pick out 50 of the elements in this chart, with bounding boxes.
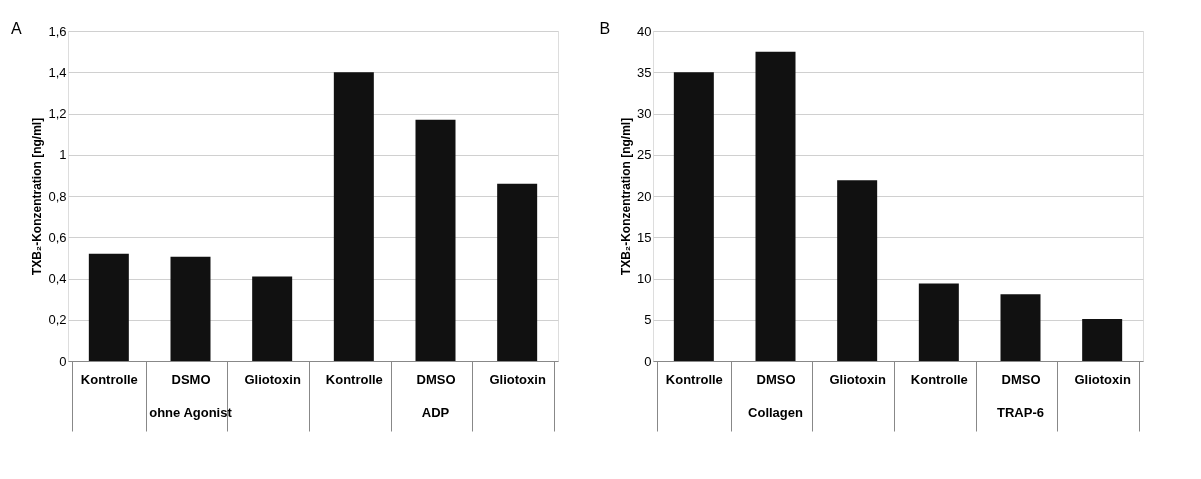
y-axis-title: TXB₂-Konzentration [ng/ml]: [619, 117, 634, 276]
bar: [1000, 294, 1041, 361]
y-tick-label: 10: [637, 271, 652, 286]
y-tick-label: 40: [637, 23, 652, 39]
x-tick-label: Kontrolle: [325, 371, 383, 387]
x-tick-label: DMSO: [416, 371, 456, 387]
text: ADP: [421, 405, 450, 420]
y-tick-label: 0,8: [48, 188, 67, 204]
x-tick-label: Kontrolle: [910, 371, 968, 387]
y-tick-label: 5: [644, 312, 652, 328]
x-tick-label: Gliotoxin: [244, 371, 301, 387]
y-tick-label: 0: [644, 353, 652, 369]
y-tick-label: 1,6: [48, 23, 67, 39]
y-tick-label: 20: [637, 188, 652, 204]
x-tick-label: Gliotoxin: [1074, 371, 1131, 387]
x-tick-label: Gliotoxin: [829, 371, 886, 387]
bar: [837, 180, 878, 361]
chart-title: A: [10, 20, 22, 37]
y-tick-label: 30: [637, 106, 652, 121]
x-tick-label: DMSO: [1001, 371, 1041, 387]
y-tick-label: 1,2: [48, 106, 67, 121]
bar: [918, 283, 959, 361]
y-tick-label: 15: [637, 229, 652, 245]
y-axis-title: TXB₂-Konzentration [ng/ml]: [30, 117, 45, 276]
y-tick-label: 0,2: [48, 312, 67, 328]
bar: [252, 276, 293, 361]
bar: [415, 119, 456, 361]
y-tick-label: 0,4: [48, 271, 67, 286]
bar: [673, 72, 714, 361]
x-tick-label: Kontrolle: [80, 371, 138, 387]
y-tick-label: 1,4: [48, 64, 67, 80]
y-tick-label: 0,6: [48, 229, 67, 245]
text: ohne Agonist: [149, 405, 233, 420]
bar: [1082, 318, 1123, 361]
chart-title: B: [599, 20, 611, 37]
x-tick-label: DMSO: [756, 371, 796, 387]
x-tick-label: Kontrolle: [665, 371, 723, 387]
y-tick-label: 35: [637, 64, 652, 80]
y-tick-label: 1: [59, 147, 67, 163]
y-tick-label: 25: [637, 147, 652, 163]
x-tick-label: DSMO: [171, 371, 211, 387]
bar: [497, 183, 538, 361]
text: Collagen: [748, 405, 803, 420]
bar: [333, 72, 374, 361]
bar: [88, 253, 129, 361]
bar: [755, 51, 796, 361]
x-tick-label: Gliotoxin: [489, 371, 546, 387]
text: TRAP-6: [997, 405, 1044, 420]
y-tick-label: 0: [59, 353, 67, 369]
bar: [170, 256, 211, 361]
